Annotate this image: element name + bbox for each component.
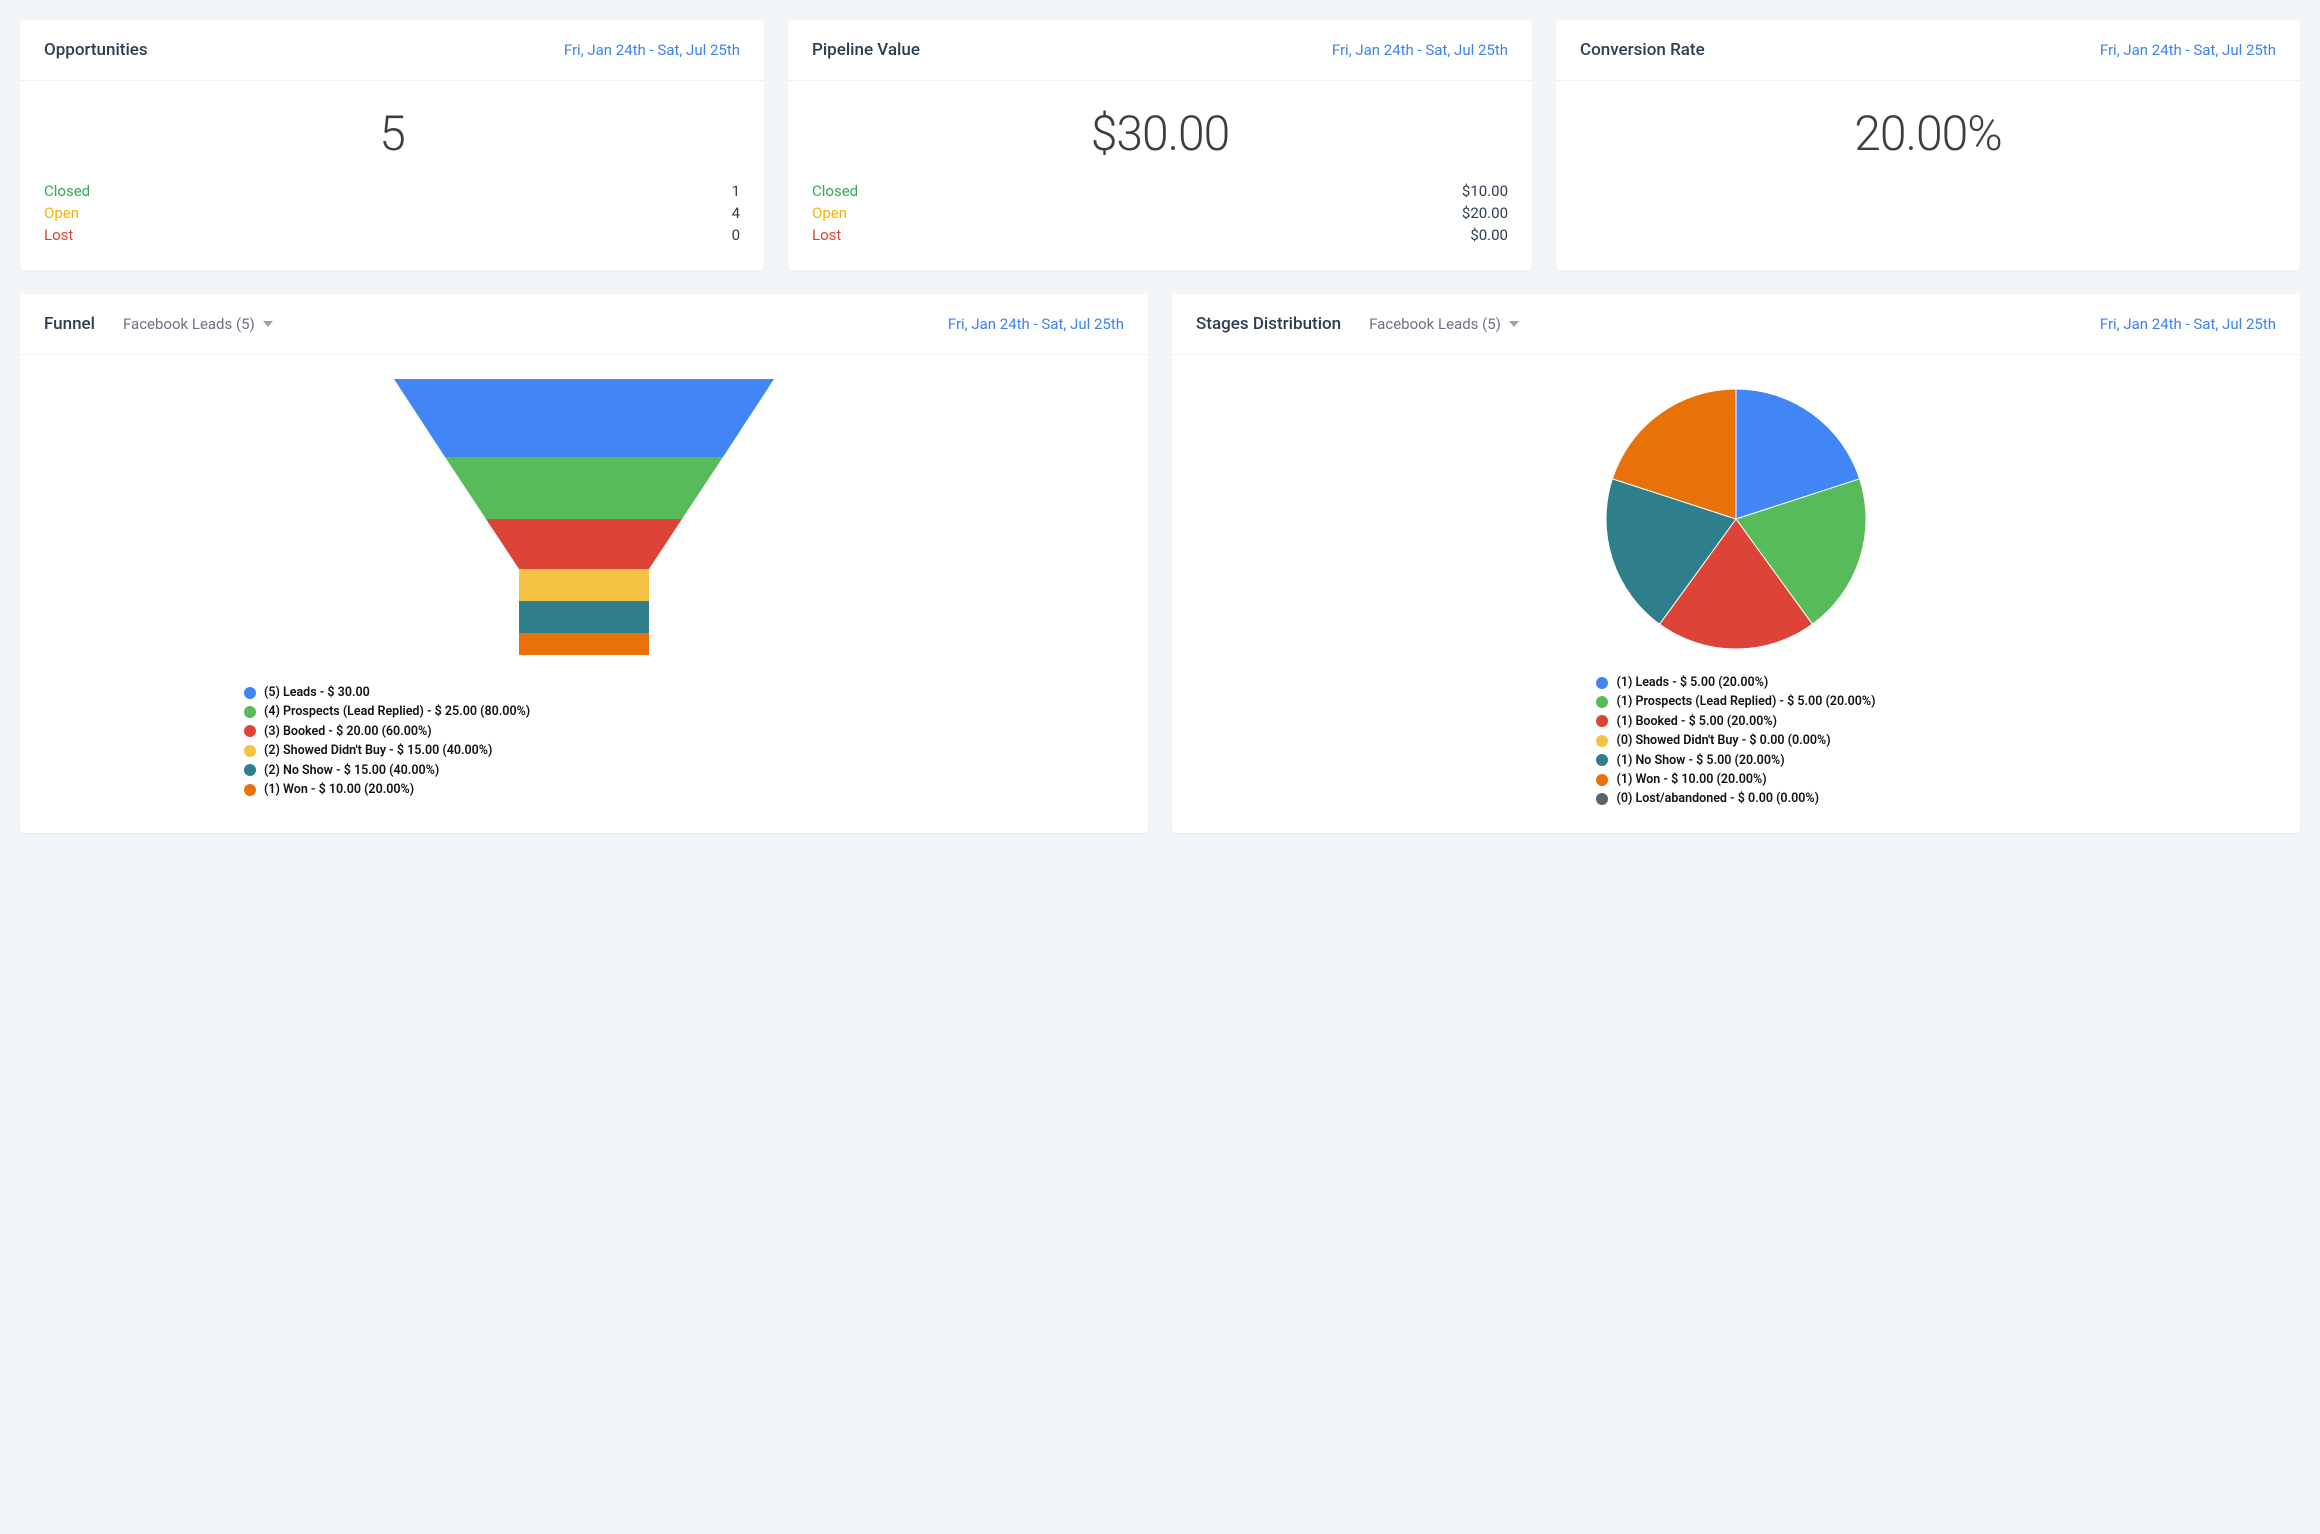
breakdown-label: Closed <box>44 182 90 200</box>
legend-item: (2) Showed Didn't Buy - $ 15.00 (40.00%) <box>244 741 530 760</box>
legend-item: (1) No Show - $ 5.00 (20.00%) <box>1596 751 1875 770</box>
legend-label: (1) Booked - $ 5.00 (20.00%) <box>1616 712 1777 731</box>
funnel-legend: (5) Leads - $ 30.00(4) Prospects (Lead R… <box>244 683 530 799</box>
legend-swatch <box>244 745 256 757</box>
stages-date-range[interactable]: Fri, Jan 24th - Sat, Jul 25th <box>2100 315 2276 333</box>
pipeline-value-card: Pipeline Value Fri, Jan 24th - Sat, Jul … <box>788 20 1532 270</box>
stages-title: Stages Distribution <box>1196 314 1341 334</box>
funnel-source-dropdown[interactable]: Facebook Leads (5) <box>123 315 273 333</box>
legend-label: (1) No Show - $ 5.00 (20.00%) <box>1616 751 1784 770</box>
funnel-stage[interactable] <box>519 601 649 633</box>
legend-swatch <box>1596 677 1608 689</box>
legend-item: (5) Leads - $ 30.00 <box>244 683 530 702</box>
legend-label: (3) Booked - $ 20.00 (60.00%) <box>264 722 432 741</box>
stages-source-dropdown[interactable]: Facebook Leads (5) <box>1369 315 1519 333</box>
legend-label: (2) No Show - $ 15.00 (40.00%) <box>264 761 439 780</box>
pipeline-value-date-range[interactable]: Fri, Jan 24th - Sat, Jul 25th <box>1332 41 1508 59</box>
legend-swatch <box>244 706 256 718</box>
opportunities-value: 5 <box>20 81 764 180</box>
legend-item: (2) No Show - $ 15.00 (40.00%) <box>244 761 530 780</box>
funnel-date-range[interactable]: Fri, Jan 24th - Sat, Jul 25th <box>948 315 1124 333</box>
legend-swatch <box>244 687 256 699</box>
chevron-down-icon <box>1509 321 1519 327</box>
legend-item: (1) Leads - $ 5.00 (20.00%) <box>1596 673 1875 692</box>
breakdown-row: Closed $10.00 <box>812 180 1508 202</box>
kpi-row: Opportunities Fri, Jan 24th - Sat, Jul 2… <box>20 20 2300 270</box>
breakdown-value: $0.00 <box>1470 226 1508 244</box>
opportunities-card: Opportunities Fri, Jan 24th - Sat, Jul 2… <box>20 20 764 270</box>
breakdown-row: Lost $0.00 <box>812 224 1508 246</box>
breakdown-label: Closed <box>812 182 858 200</box>
breakdown-row: Closed 1 <box>44 180 740 202</box>
legend-item: (1) Won - $ 10.00 (20.00%) <box>1596 770 1875 789</box>
chevron-down-icon <box>263 321 273 327</box>
stages-distribution-card: Stages Distribution Facebook Leads (5) F… <box>1172 294 2300 833</box>
opportunities-breakdown: Closed 1 Open 4 Lost 0 <box>20 180 764 270</box>
legend-label: (1) Won - $ 10.00 (20.00%) <box>264 780 414 799</box>
conversion-rate-title: Conversion Rate <box>1580 40 1705 60</box>
legend-swatch <box>1596 696 1608 708</box>
legend-item: (0) Showed Didn't Buy - $ 0.00 (0.00%) <box>1596 731 1875 750</box>
breakdown-value: 1 <box>732 182 740 200</box>
breakdown-label: Open <box>44 204 79 222</box>
legend-swatch <box>1596 793 1608 805</box>
breakdown-label: Lost <box>44 226 73 244</box>
opportunities-title: Opportunities <box>44 40 148 60</box>
breakdown-label: Open <box>812 204 847 222</box>
pipeline-value-breakdown: Closed $10.00 Open $20.00 Lost $0.00 <box>788 180 1532 270</box>
legend-swatch <box>1596 754 1608 766</box>
legend-item: (1) Won - $ 10.00 (20.00%) <box>244 780 530 799</box>
funnel-stage[interactable] <box>519 569 649 601</box>
legend-item: (3) Booked - $ 20.00 (60.00%) <box>244 722 530 741</box>
breakdown-row: Open 4 <box>44 202 740 224</box>
funnel-stage[interactable] <box>445 457 723 519</box>
legend-swatch <box>244 784 256 796</box>
conversion-rate-card: Conversion Rate Fri, Jan 24th - Sat, Jul… <box>1556 20 2300 270</box>
legend-label: (0) Showed Didn't Buy - $ 0.00 (0.00%) <box>1616 731 1830 750</box>
legend-label: (4) Prospects (Lead Replied) - $ 25.00 (… <box>264 702 530 721</box>
stages-legend: (1) Leads - $ 5.00 (20.00%)(1) Prospects… <box>1596 673 1875 809</box>
legend-swatch <box>244 764 256 776</box>
funnel-stage[interactable] <box>519 633 649 655</box>
legend-swatch <box>1596 735 1608 747</box>
opportunities-date-range[interactable]: Fri, Jan 24th - Sat, Jul 25th <box>564 41 740 59</box>
legend-item: (0) Lost/abandoned - $ 0.00 (0.00%) <box>1596 789 1875 808</box>
legend-swatch <box>244 725 256 737</box>
conversion-rate-value: 20.00% <box>1556 81 2300 180</box>
legend-label: (1) Leads - $ 5.00 (20.00%) <box>1616 673 1768 692</box>
legend-label: (5) Leads - $ 30.00 <box>264 683 370 702</box>
pipeline-value-title: Pipeline Value <box>812 40 920 60</box>
funnel-card: Funnel Facebook Leads (5) Fri, Jan 24th … <box>20 294 1148 833</box>
breakdown-value: $10.00 <box>1462 182 1508 200</box>
funnel-dropdown-label: Facebook Leads (5) <box>123 315 255 333</box>
funnel-stage[interactable] <box>486 519 682 569</box>
breakdown-value: 0 <box>732 226 740 244</box>
stages-pie-chart <box>1596 379 1876 659</box>
legend-label: (1) Won - $ 10.00 (20.00%) <box>1616 770 1766 789</box>
breakdown-value: 4 <box>732 204 740 222</box>
funnel-chart <box>394 379 774 669</box>
breakdown-label: Lost <box>812 226 841 244</box>
legend-swatch <box>1596 715 1608 727</box>
legend-label: (2) Showed Didn't Buy - $ 15.00 (40.00%) <box>264 741 492 760</box>
legend-label: (0) Lost/abandoned - $ 0.00 (0.00%) <box>1616 789 1819 808</box>
breakdown-value: $20.00 <box>1462 204 1508 222</box>
breakdown-row: Open $20.00 <box>812 202 1508 224</box>
legend-item: (1) Prospects (Lead Replied) - $ 5.00 (2… <box>1596 692 1875 711</box>
legend-swatch <box>1596 774 1608 786</box>
legend-item: (4) Prospects (Lead Replied) - $ 25.00 (… <box>244 702 530 721</box>
legend-item: (1) Booked - $ 5.00 (20.00%) <box>1596 712 1875 731</box>
pipeline-value-value: $30.00 <box>788 81 1532 180</box>
charts-row: Funnel Facebook Leads (5) Fri, Jan 24th … <box>20 294 2300 833</box>
stages-dropdown-label: Facebook Leads (5) <box>1369 315 1501 333</box>
legend-label: (1) Prospects (Lead Replied) - $ 5.00 (2… <box>1616 692 1875 711</box>
funnel-stage[interactable] <box>394 379 774 457</box>
breakdown-row: Lost 0 <box>44 224 740 246</box>
funnel-title: Funnel <box>44 314 95 334</box>
conversion-rate-date-range[interactable]: Fri, Jan 24th - Sat, Jul 25th <box>2100 41 2276 59</box>
